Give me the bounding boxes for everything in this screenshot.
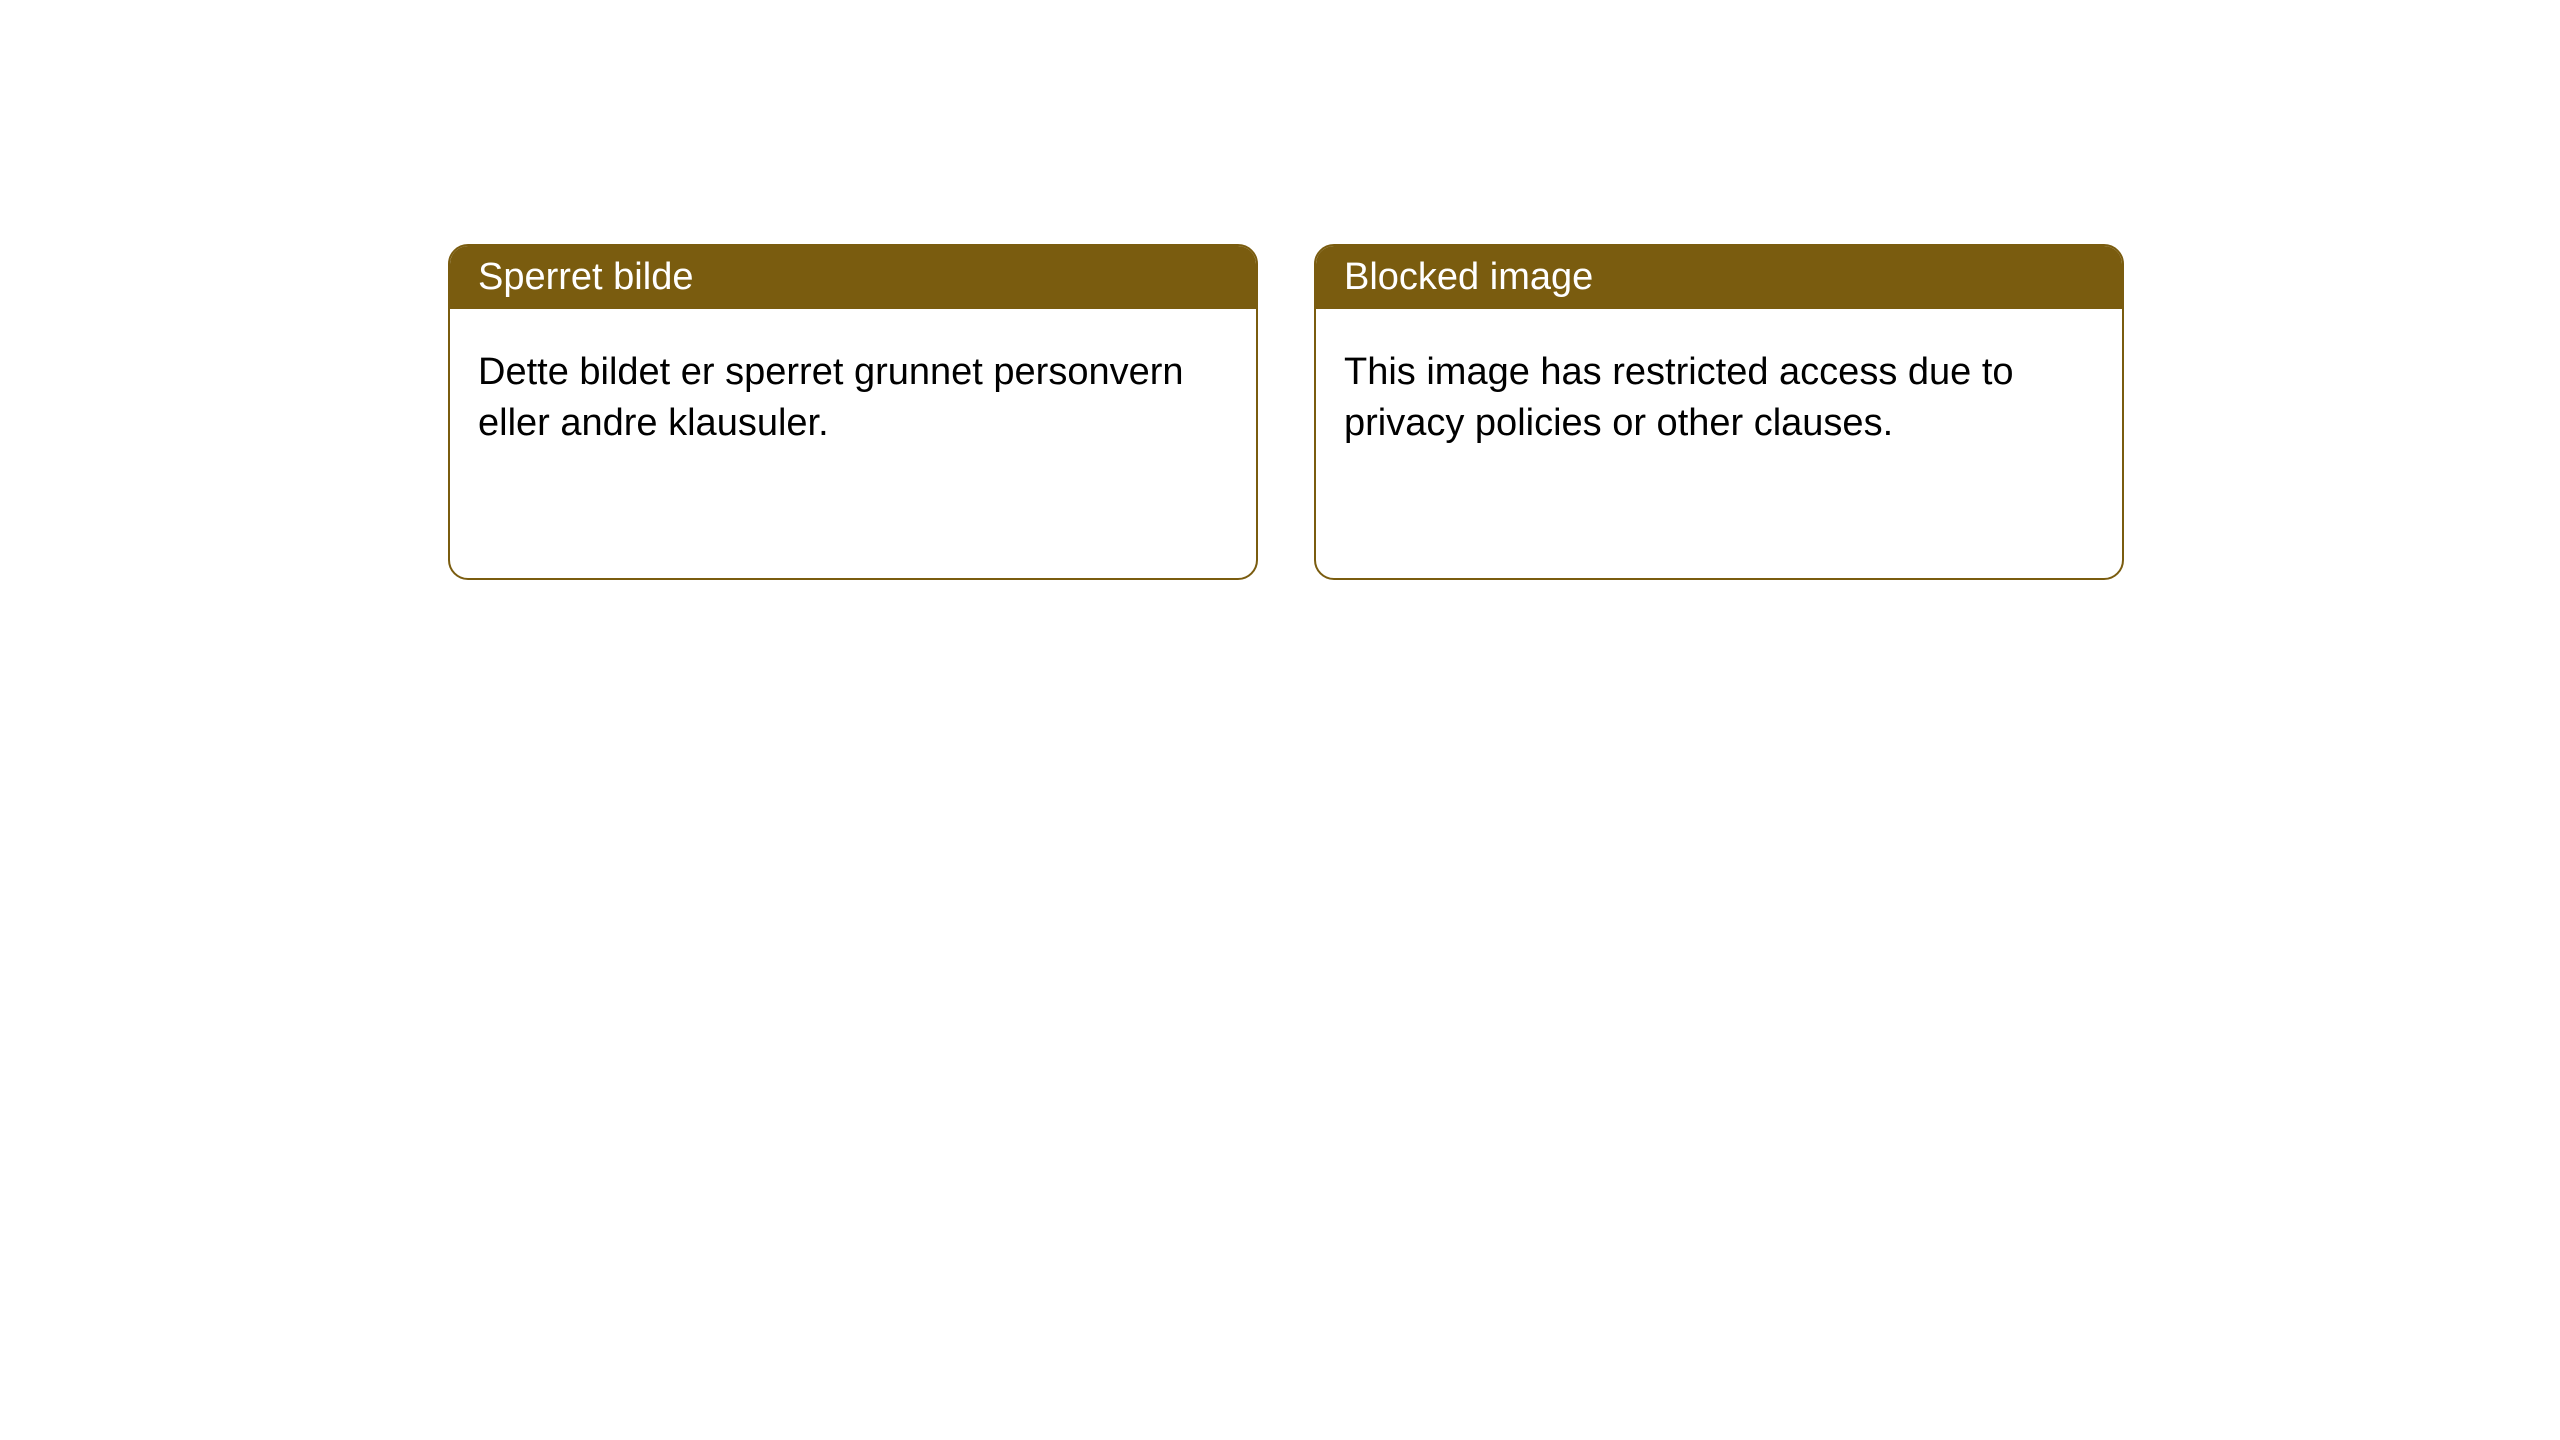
card-body-text: Dette bildet er sperret grunnet personve… (478, 351, 1184, 444)
notice-card-english: Blocked image This image has restricted … (1314, 244, 2124, 580)
card-title: Blocked image (1344, 256, 1593, 298)
notice-card-norwegian: Sperret bilde Dette bildet er sperret gr… (448, 244, 1258, 580)
card-body: Dette bildet er sperret grunnet personve… (450, 309, 1256, 488)
card-header: Sperret bilde (450, 246, 1256, 309)
notice-container: Sperret bilde Dette bildet er sperret gr… (0, 0, 2560, 580)
card-header: Blocked image (1316, 246, 2122, 309)
card-body: This image has restricted access due to … (1316, 309, 2122, 488)
card-body-text: This image has restricted access due to … (1344, 351, 2014, 444)
card-title: Sperret bilde (478, 256, 693, 298)
